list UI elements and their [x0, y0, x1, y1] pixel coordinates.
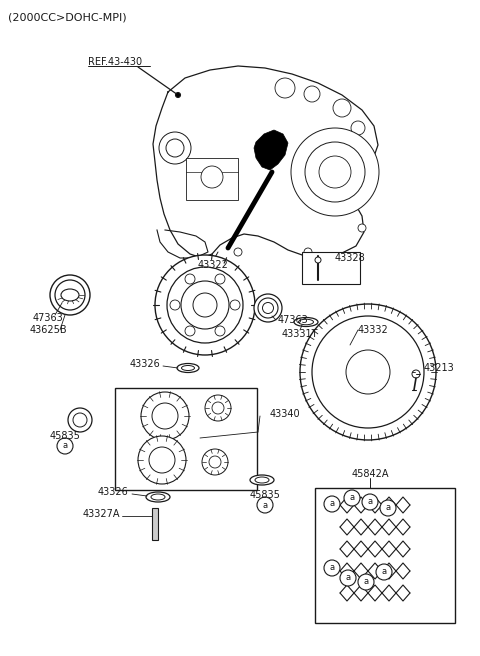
- Text: 43326: 43326: [97, 487, 128, 497]
- Circle shape: [344, 490, 360, 506]
- Text: a: a: [346, 573, 350, 583]
- Text: 43327A: 43327A: [83, 509, 120, 519]
- Circle shape: [300, 304, 436, 440]
- Circle shape: [305, 142, 365, 202]
- Circle shape: [155, 255, 255, 355]
- Ellipse shape: [55, 280, 85, 310]
- Circle shape: [362, 494, 378, 510]
- Ellipse shape: [146, 492, 170, 502]
- Circle shape: [149, 447, 175, 473]
- Circle shape: [215, 326, 225, 336]
- Bar: [315, 488, 455, 623]
- Circle shape: [201, 166, 223, 188]
- Circle shape: [315, 257, 321, 263]
- Text: 43322: 43322: [198, 260, 228, 270]
- Circle shape: [234, 248, 242, 256]
- Text: a: a: [349, 493, 355, 502]
- Text: 43326: 43326: [129, 359, 160, 369]
- Text: 43213: 43213: [424, 363, 455, 373]
- Circle shape: [185, 326, 195, 336]
- Circle shape: [193, 293, 217, 317]
- Text: 45835: 45835: [250, 490, 280, 500]
- Circle shape: [324, 496, 340, 512]
- Bar: [186, 158, 238, 200]
- Ellipse shape: [254, 294, 282, 322]
- Text: 43328: 43328: [335, 253, 365, 263]
- Circle shape: [212, 402, 224, 414]
- Text: a: a: [382, 567, 386, 577]
- Circle shape: [319, 156, 351, 188]
- Text: a: a: [363, 577, 369, 586]
- Ellipse shape: [177, 363, 199, 373]
- Ellipse shape: [61, 289, 79, 301]
- Text: a: a: [62, 441, 68, 451]
- Text: REF.43-430: REF.43-430: [88, 57, 142, 67]
- Bar: [115, 388, 257, 490]
- Ellipse shape: [336, 324, 348, 328]
- Bar: [302, 252, 360, 284]
- Ellipse shape: [294, 318, 318, 327]
- Circle shape: [358, 574, 374, 590]
- Circle shape: [333, 99, 351, 117]
- Ellipse shape: [299, 319, 313, 325]
- Text: a: a: [263, 501, 267, 510]
- Circle shape: [230, 300, 240, 310]
- Circle shape: [257, 497, 273, 513]
- Ellipse shape: [250, 475, 274, 485]
- Circle shape: [380, 500, 396, 516]
- Circle shape: [185, 274, 195, 284]
- Circle shape: [291, 128, 379, 216]
- Circle shape: [358, 224, 366, 232]
- Text: a: a: [329, 499, 335, 508]
- Circle shape: [346, 350, 390, 394]
- Circle shape: [159, 132, 191, 164]
- Circle shape: [205, 395, 231, 421]
- Circle shape: [152, 403, 178, 429]
- Circle shape: [215, 274, 225, 284]
- Circle shape: [351, 121, 365, 135]
- Bar: [152, 508, 158, 540]
- Circle shape: [167, 267, 243, 343]
- Ellipse shape: [263, 302, 274, 314]
- Text: a: a: [385, 504, 391, 512]
- Circle shape: [57, 438, 73, 454]
- Polygon shape: [254, 130, 288, 170]
- Text: a: a: [367, 497, 372, 506]
- Circle shape: [138, 436, 186, 484]
- Text: 47363: 47363: [33, 313, 63, 323]
- Ellipse shape: [255, 477, 269, 483]
- Text: 43331T: 43331T: [282, 329, 318, 339]
- Ellipse shape: [331, 322, 353, 330]
- Circle shape: [312, 316, 424, 428]
- Circle shape: [324, 560, 340, 576]
- Text: 43340: 43340: [270, 409, 300, 419]
- Text: (2000CC>DOHC-MPI): (2000CC>DOHC-MPI): [8, 13, 127, 23]
- Circle shape: [209, 456, 221, 468]
- Circle shape: [176, 92, 180, 98]
- Circle shape: [304, 248, 312, 256]
- Circle shape: [304, 86, 320, 102]
- Ellipse shape: [151, 494, 165, 500]
- Ellipse shape: [258, 298, 278, 318]
- Circle shape: [170, 300, 180, 310]
- Circle shape: [166, 139, 184, 157]
- Ellipse shape: [73, 413, 87, 427]
- Ellipse shape: [181, 365, 194, 371]
- Circle shape: [202, 449, 228, 475]
- Circle shape: [181, 281, 229, 329]
- Ellipse shape: [50, 275, 90, 315]
- Circle shape: [412, 370, 420, 378]
- Text: a: a: [329, 564, 335, 573]
- Circle shape: [141, 392, 189, 440]
- Text: 45835: 45835: [49, 431, 81, 441]
- Circle shape: [275, 78, 295, 98]
- Text: 45842A: 45842A: [351, 469, 389, 479]
- Text: 43625B: 43625B: [29, 325, 67, 335]
- Circle shape: [376, 564, 392, 580]
- Text: 47363: 47363: [278, 315, 309, 325]
- Text: 43332: 43332: [358, 325, 389, 335]
- Ellipse shape: [68, 408, 92, 432]
- Circle shape: [340, 570, 356, 586]
